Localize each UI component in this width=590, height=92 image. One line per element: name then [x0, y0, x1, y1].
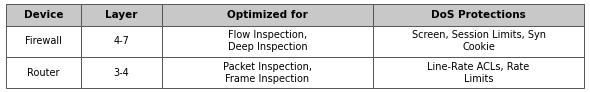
Bar: [373, 26, 584, 57]
Bar: [6, 26, 81, 57]
Bar: [6, 57, 81, 88]
Text: Layer: Layer: [106, 10, 137, 20]
Bar: [373, 57, 584, 88]
Text: Screen, Session Limits, Syn
Cookie: Screen, Session Limits, Syn Cookie: [412, 30, 546, 52]
Bar: [373, 4, 584, 26]
Bar: [162, 26, 373, 57]
Bar: [6, 4, 81, 26]
Text: 3-4: 3-4: [114, 68, 129, 78]
Text: DoS Protections: DoS Protections: [431, 10, 526, 20]
Text: Firewall: Firewall: [25, 36, 62, 46]
Bar: [162, 57, 373, 88]
Bar: [162, 4, 373, 26]
Text: Optimized for: Optimized for: [227, 10, 308, 20]
Text: 4-7: 4-7: [114, 36, 129, 46]
Bar: [81, 4, 162, 26]
Text: Line-Rate ACLs, Rate
Limits: Line-Rate ACLs, Rate Limits: [427, 62, 530, 84]
Bar: [81, 26, 162, 57]
Text: Router: Router: [27, 68, 60, 78]
Text: Flow Inspection,
Deep Inspection: Flow Inspection, Deep Inspection: [228, 30, 307, 52]
Text: Packet Inspection,
Frame Inspection: Packet Inspection, Frame Inspection: [223, 62, 312, 84]
Bar: [81, 57, 162, 88]
Text: Device: Device: [24, 10, 63, 20]
